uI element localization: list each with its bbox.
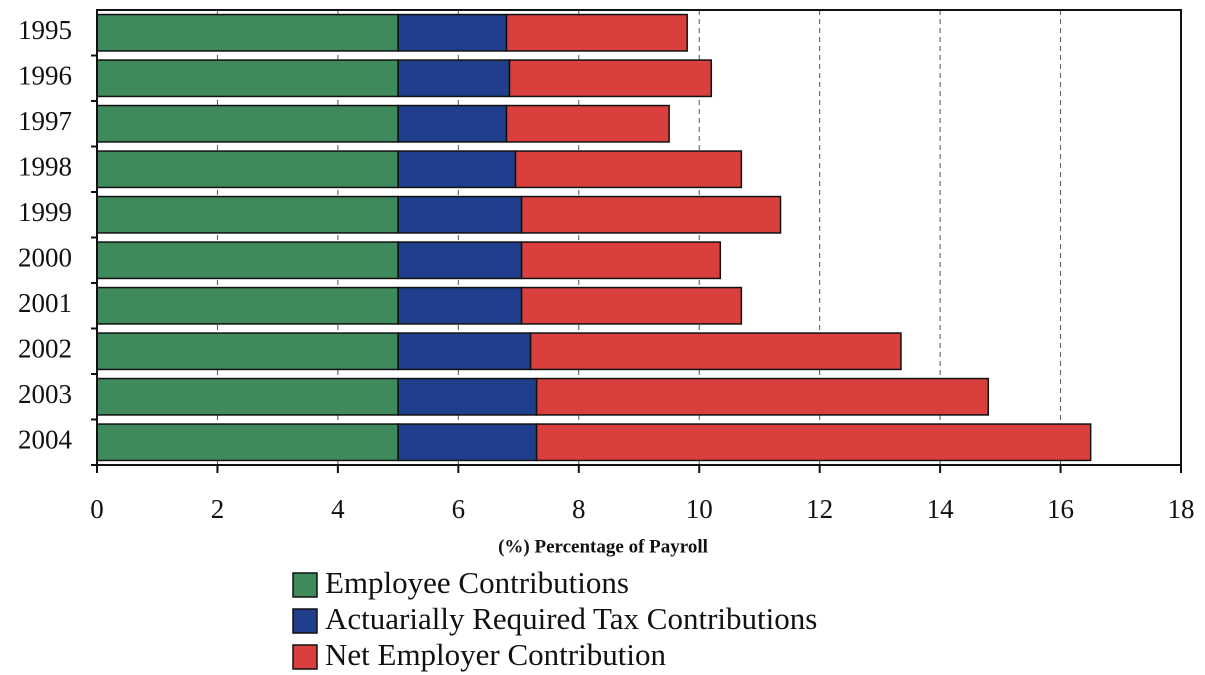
x-tick-label: 2	[211, 494, 225, 524]
bar-segment	[397, 195, 523, 234]
bar-segment	[397, 59, 511, 98]
y-tick-label: 1998	[18, 151, 72, 181]
y-tick-label: 1999	[18, 197, 72, 227]
y-tick-label: 2000	[18, 242, 72, 272]
bar-segment	[535, 377, 990, 416]
y-tick-label: 2004	[18, 424, 73, 454]
x-tick-label: 16	[1047, 494, 1074, 524]
bar-segment	[520, 286, 743, 325]
legend-swatch	[292, 572, 318, 598]
x-tick-label: 4	[331, 494, 345, 524]
bar-segment	[397, 286, 523, 325]
y-tick-label: 2003	[18, 379, 72, 409]
y-tick-label: 1997	[18, 106, 72, 136]
bar-segment	[96, 241, 399, 280]
bar-segment	[535, 423, 1092, 462]
bar-segment	[96, 59, 399, 98]
x-tick-label: 0	[90, 494, 104, 524]
legend-swatch	[292, 608, 318, 634]
bar-segment	[96, 104, 399, 143]
bar-segment	[96, 150, 399, 189]
legend-label: Net Employer Contribution	[325, 637, 666, 672]
x-tick-label: 10	[686, 494, 713, 524]
x-axis-label: (%) Percentage of Payroll	[498, 536, 708, 557]
x-tick-label: 8	[572, 494, 586, 524]
bar-segment	[96, 423, 399, 462]
x-tick-label: 12	[806, 494, 833, 524]
bar-segment	[514, 150, 743, 189]
bar-segment	[520, 241, 722, 280]
bar-segment	[529, 332, 902, 371]
x-tick-label: 18	[1168, 494, 1195, 524]
y-tick-label: 1996	[18, 60, 72, 90]
legend-label: Employee Contributions	[325, 565, 629, 600]
bar-segment	[397, 13, 508, 52]
bar-segment	[96, 195, 399, 234]
bar-segment	[508, 59, 713, 98]
bar-segment	[397, 150, 517, 189]
legend-label: Actuarially Required Tax Contributions	[325, 601, 817, 636]
bar-segment	[397, 332, 532, 371]
bar-segment	[96, 286, 399, 325]
bar-segment	[397, 377, 538, 416]
bar-segment	[96, 13, 399, 52]
plot-frame	[96, 9, 1182, 466]
bar-segment	[505, 13, 688, 52]
bar-segment	[96, 377, 399, 416]
x-tick-label: 14	[927, 494, 955, 524]
bar-segment	[520, 195, 782, 234]
bar-segment	[397, 104, 508, 143]
y-tick-label: 2002	[18, 333, 72, 363]
legend-swatch	[292, 644, 318, 670]
y-tick-label: 2001	[18, 288, 72, 318]
bar-segment	[505, 104, 670, 143]
y-tick-label: 1995	[18, 15, 72, 45]
x-tick-label: 6	[452, 494, 466, 524]
bar-segment	[397, 241, 523, 280]
bar-segment	[397, 423, 538, 462]
bar-segment	[96, 332, 399, 371]
